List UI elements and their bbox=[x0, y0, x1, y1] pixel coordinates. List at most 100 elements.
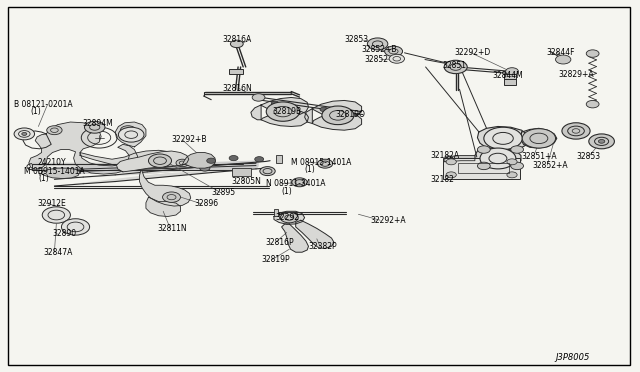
Circle shape bbox=[22, 132, 27, 135]
Circle shape bbox=[200, 165, 210, 171]
Text: 32182: 32182 bbox=[430, 175, 454, 184]
Text: (1): (1) bbox=[282, 187, 292, 196]
Circle shape bbox=[280, 212, 298, 223]
Polygon shape bbox=[182, 153, 215, 168]
Text: 32896: 32896 bbox=[195, 199, 219, 208]
Polygon shape bbox=[274, 211, 305, 224]
Polygon shape bbox=[282, 224, 308, 252]
Text: 32292: 32292 bbox=[275, 213, 300, 222]
Polygon shape bbox=[54, 161, 270, 186]
Text: 24210Y: 24210Y bbox=[37, 158, 66, 167]
Circle shape bbox=[120, 126, 136, 135]
Bar bbox=[274, 209, 278, 216]
Text: 32816A: 32816A bbox=[223, 35, 252, 44]
Circle shape bbox=[507, 159, 517, 165]
Text: 32851+A: 32851+A bbox=[521, 152, 557, 161]
Text: 32292+A: 32292+A bbox=[370, 216, 406, 225]
Text: 32805N: 32805N bbox=[232, 177, 262, 186]
Text: B 08121-0201A: B 08121-0201A bbox=[14, 100, 73, 109]
Polygon shape bbox=[305, 109, 312, 124]
Text: N 08911-3401A: N 08911-3401A bbox=[266, 179, 326, 188]
Circle shape bbox=[389, 54, 404, 63]
Circle shape bbox=[118, 127, 144, 142]
Circle shape bbox=[484, 127, 522, 150]
Text: 32382P: 32382P bbox=[308, 242, 337, 251]
Bar bbox=[443, 158, 520, 179]
Circle shape bbox=[61, 219, 90, 235]
Circle shape bbox=[477, 146, 490, 153]
Circle shape bbox=[320, 107, 328, 112]
Circle shape bbox=[229, 155, 238, 161]
Circle shape bbox=[42, 207, 70, 223]
Text: 32292+D: 32292+D bbox=[454, 48, 491, 57]
Text: 32844M: 32844M bbox=[493, 71, 524, 80]
Text: 32829+A: 32829+A bbox=[558, 70, 594, 79]
Circle shape bbox=[84, 121, 105, 133]
Bar bbox=[458, 163, 509, 173]
Circle shape bbox=[511, 162, 524, 170]
Circle shape bbox=[562, 123, 590, 139]
Polygon shape bbox=[261, 97, 308, 116]
Text: 32912E: 32912E bbox=[37, 199, 66, 208]
Circle shape bbox=[271, 101, 279, 106]
Circle shape bbox=[163, 192, 180, 202]
Text: M 0B915-1401A: M 0B915-1401A bbox=[24, 167, 85, 176]
Text: J3P8005: J3P8005 bbox=[556, 353, 590, 362]
Circle shape bbox=[230, 40, 243, 48]
Text: 32816P: 32816P bbox=[265, 238, 294, 247]
Circle shape bbox=[477, 162, 490, 170]
Circle shape bbox=[148, 154, 172, 167]
Circle shape bbox=[260, 167, 275, 176]
Text: 32819O: 32819O bbox=[335, 110, 365, 119]
Text: 32852: 32852 bbox=[365, 55, 388, 64]
Circle shape bbox=[507, 172, 517, 178]
Circle shape bbox=[480, 148, 516, 169]
Circle shape bbox=[266, 102, 300, 121]
Text: 32182A: 32182A bbox=[430, 151, 460, 160]
Polygon shape bbox=[475, 148, 521, 169]
Circle shape bbox=[586, 100, 599, 108]
Polygon shape bbox=[312, 100, 362, 118]
Polygon shape bbox=[29, 122, 138, 174]
Text: 32895: 32895 bbox=[211, 188, 236, 197]
Bar bbox=[504, 74, 516, 85]
Text: (1): (1) bbox=[305, 165, 316, 174]
Circle shape bbox=[444, 60, 467, 74]
Circle shape bbox=[255, 157, 264, 162]
Text: 32292+B: 32292+B bbox=[172, 135, 207, 144]
Text: 32852+B: 32852+B bbox=[361, 45, 396, 54]
Polygon shape bbox=[445, 155, 475, 162]
Text: 32844F: 32844F bbox=[547, 48, 575, 57]
Circle shape bbox=[14, 128, 35, 140]
Polygon shape bbox=[41, 168, 80, 179]
Circle shape bbox=[522, 129, 556, 148]
Text: 32819P: 32819P bbox=[261, 255, 290, 264]
Circle shape bbox=[446, 172, 456, 178]
Text: 32819B: 32819B bbox=[272, 107, 301, 116]
Polygon shape bbox=[251, 105, 261, 120]
Circle shape bbox=[586, 50, 599, 57]
Circle shape bbox=[506, 68, 518, 75]
Circle shape bbox=[385, 46, 403, 57]
Text: 32894M: 32894M bbox=[82, 119, 113, 128]
Polygon shape bbox=[521, 128, 557, 148]
Text: 32847A: 32847A bbox=[44, 248, 73, 257]
Circle shape bbox=[47, 126, 62, 135]
Circle shape bbox=[598, 140, 605, 143]
Circle shape bbox=[317, 159, 333, 168]
Bar bbox=[229, 69, 243, 74]
Circle shape bbox=[511, 146, 524, 153]
Text: 32890: 32890 bbox=[52, 229, 77, 238]
Polygon shape bbox=[115, 122, 146, 147]
Text: 32853: 32853 bbox=[344, 35, 369, 44]
Bar bbox=[276, 155, 282, 163]
Text: 32811N: 32811N bbox=[157, 224, 187, 233]
Polygon shape bbox=[146, 197, 180, 217]
Circle shape bbox=[367, 38, 388, 50]
Circle shape bbox=[176, 159, 189, 167]
Polygon shape bbox=[312, 113, 362, 130]
Text: 32852+A: 32852+A bbox=[532, 161, 568, 170]
Text: 32816N: 32816N bbox=[223, 84, 252, 93]
Circle shape bbox=[252, 94, 265, 101]
Bar bbox=[232, 168, 251, 176]
